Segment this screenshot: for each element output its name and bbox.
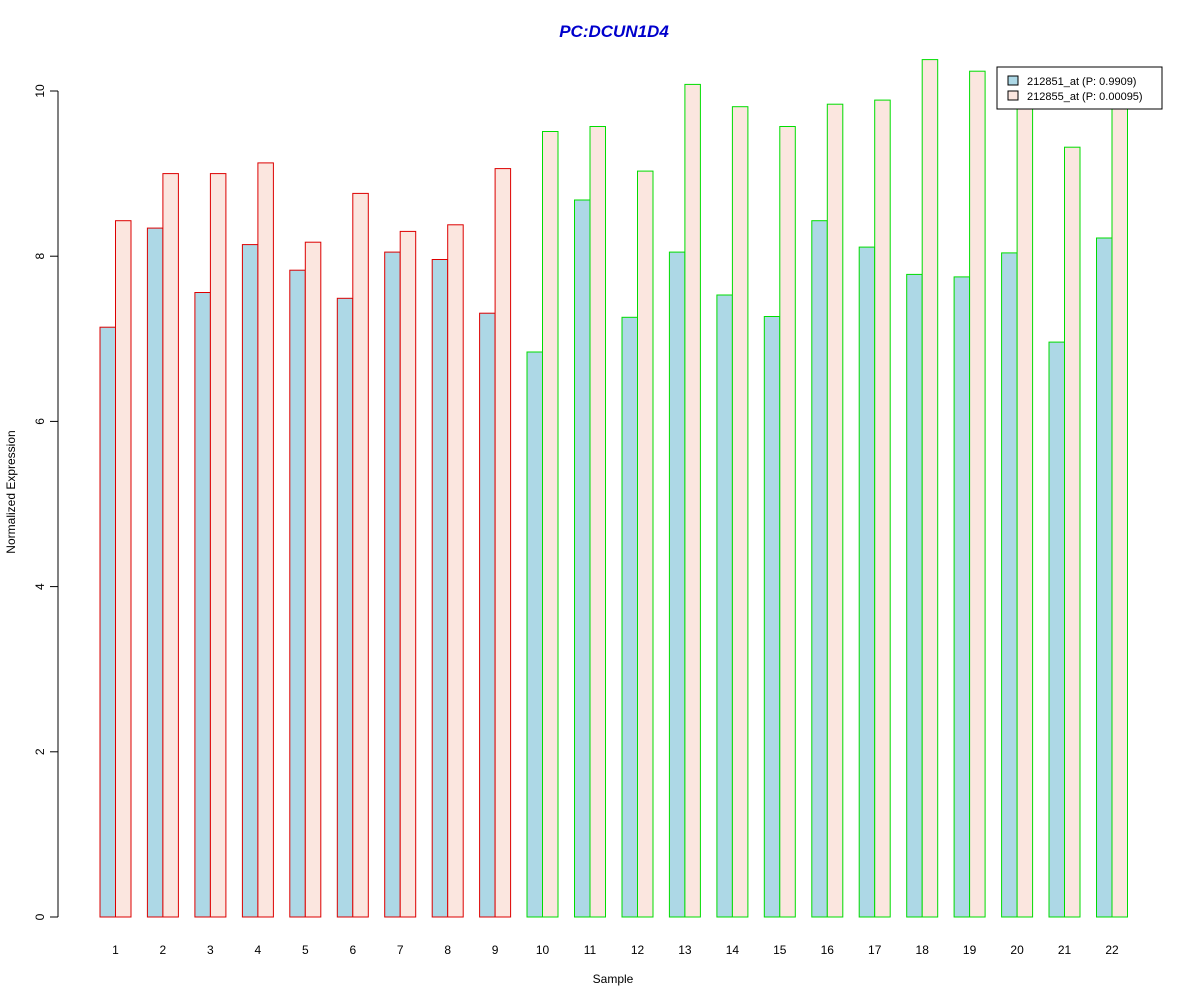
x-tick-label: 14 xyxy=(726,943,740,957)
bar-series-2-sample-8 xyxy=(447,224,464,918)
bar-series-2-sample-2 xyxy=(162,173,179,918)
legend-swatch-series-1 xyxy=(1007,75,1019,86)
x-tick-label: 16 xyxy=(821,943,835,957)
bar-series-2-sample-6 xyxy=(352,192,369,918)
bar-series-2-sample-12 xyxy=(637,170,654,918)
x-tick-label: 13 xyxy=(678,943,692,957)
bar-series-2-sample-22 xyxy=(1111,107,1128,918)
x-tick-label: 21 xyxy=(1058,943,1072,957)
legend-swatch-series-2 xyxy=(1007,90,1019,101)
x-tick-label: 11 xyxy=(584,943,597,957)
bar-series-1-sample-18 xyxy=(906,273,923,918)
y-tick-label: 4 xyxy=(33,583,47,590)
bar-series-1-sample-12 xyxy=(621,316,638,918)
x-tick-label: 20 xyxy=(1010,943,1024,957)
bar-series-1-sample-1 xyxy=(99,326,116,918)
y-tick-label: 0 xyxy=(33,913,47,920)
bar-series-1-sample-13 xyxy=(668,251,686,918)
bar-series-1-sample-17 xyxy=(858,246,876,918)
bar-series-2-sample-15 xyxy=(779,126,796,918)
bar-series-2-sample-11 xyxy=(589,126,606,918)
bar-series-2-sample-13 xyxy=(684,83,701,918)
bar-series-2-sample-3 xyxy=(209,173,227,918)
x-tick-label: 4 xyxy=(255,943,262,957)
x-tick-label: 9 xyxy=(492,943,499,957)
bar-series-2-sample-18 xyxy=(921,59,939,918)
x-tick-label: 12 xyxy=(631,943,645,957)
bar-series-1-sample-6 xyxy=(336,297,354,918)
legend-box xyxy=(996,66,1163,110)
bar-series-1-sample-3 xyxy=(194,292,211,918)
bar-series-2-sample-19 xyxy=(969,70,986,918)
x-tick-label: 3 xyxy=(207,943,214,957)
x-tick-label: 2 xyxy=(160,943,167,957)
bar-series-1-sample-19 xyxy=(953,276,971,918)
bar-series-2-sample-17 xyxy=(874,99,891,918)
y-axis-label: Normalized Expression xyxy=(4,430,18,553)
chart-title: PC:DCUN1D4 xyxy=(559,22,669,41)
bar-series-1-sample-21 xyxy=(1048,341,1065,918)
y-tick-label: 6 xyxy=(33,418,47,425)
bar-series-1-sample-11 xyxy=(574,199,591,918)
x-tick-label: 17 xyxy=(868,943,882,957)
bar-series-1-sample-14 xyxy=(716,294,733,918)
legend: 212851_at (P: 0.9909) 212855_at (P: 0.00… xyxy=(996,66,1163,110)
x-tick-label: 7 xyxy=(397,943,404,957)
x-tick-label: 1 xyxy=(112,943,119,957)
x-tick-label: 19 xyxy=(963,943,977,957)
bar-series-1-sample-5 xyxy=(289,269,306,918)
bar-series-2-sample-7 xyxy=(399,230,417,918)
bar-series-1-sample-15 xyxy=(763,316,781,918)
bar-series-2-sample-5 xyxy=(304,241,322,918)
x-tick-label: 8 xyxy=(444,943,451,957)
y-tick-label: 2 xyxy=(33,748,47,755)
bar-series-2-sample-10 xyxy=(542,131,559,918)
legend-label-series-1: 212851_at (P: 0.9909) xyxy=(1027,76,1136,88)
bar-series-2-sample-21 xyxy=(1064,146,1081,918)
bar-series-1-sample-10 xyxy=(526,351,543,918)
x-tick-label: 22 xyxy=(1105,943,1119,957)
x-ticks: 1 2 3 4 5 6 7 8 9 10 11 12 13 14 15 16 17 18 19 20 21 22 xyxy=(112,943,1119,957)
bar-series-1-sample-9 xyxy=(479,312,496,918)
y-tick-label: 8 xyxy=(33,253,47,260)
bar-series-1-sample-2 xyxy=(146,227,164,918)
bar-series-2-sample-1 xyxy=(115,220,132,918)
y-tick-label: 10 xyxy=(33,84,47,98)
bar-series-2-sample-14 xyxy=(731,106,749,918)
bar-series-1-sample-22 xyxy=(1096,237,1113,918)
bar-series-1-sample-8 xyxy=(431,259,449,918)
bar-series-1-sample-7 xyxy=(384,251,401,918)
x-tick-label: 10 xyxy=(536,943,550,957)
y-ticks: 0 2 4 6 8 10 xyxy=(33,84,58,920)
bar-series-1-sample-4 xyxy=(241,244,259,918)
x-tick-label: 18 xyxy=(916,943,930,957)
x-tick-label: 5 xyxy=(302,943,309,957)
x-tick-label: 15 xyxy=(773,943,787,957)
bar-series-2-sample-20 xyxy=(1016,102,1034,918)
legend-label-series-2: 212855_at (P: 0.00095) xyxy=(1027,91,1143,103)
bar-series-2-sample-4 xyxy=(257,162,274,918)
bar-series-1-sample-16 xyxy=(811,220,828,918)
bar-series-1-sample-20 xyxy=(1001,252,1018,918)
bars-layer xyxy=(99,59,1128,918)
x-tick-label: 6 xyxy=(349,943,356,957)
bar-series-2-sample-16 xyxy=(826,103,844,918)
bar-series-2-sample-9 xyxy=(494,168,512,918)
x-axis-label: Sample xyxy=(593,972,634,986)
